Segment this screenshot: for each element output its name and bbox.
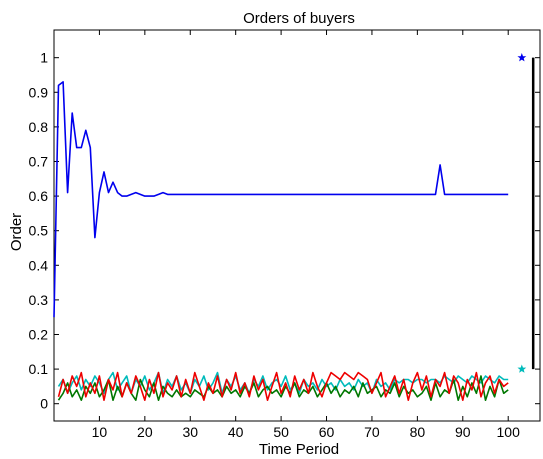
chart-title: Orders of buyers	[243, 10, 355, 27]
x-tick-label: 30	[182, 424, 198, 440]
x-tick-label: 70	[364, 424, 380, 440]
y-tick-label: 0.3	[29, 292, 49, 308]
y-axis-label: Order	[8, 213, 25, 251]
y-tick-label: 0.9	[29, 84, 49, 100]
star-marker	[519, 366, 526, 372]
x-tick-label: 10	[92, 424, 108, 440]
y-tick-label: 0.8	[29, 119, 49, 135]
x-tick-label: 80	[410, 424, 426, 440]
y-tick-label: 0.1	[29, 361, 49, 377]
plot-area: 10 20 30 40 50 60 70 80 90 100 0 0.1 0.2 0.3 0.4 0.5 0.6…	[29, 30, 540, 440]
y-tick-label: 0.7	[29, 153, 49, 169]
x-tick-label: 40	[228, 424, 244, 440]
x-axis-label: Time Period	[259, 441, 339, 458]
star-marker	[519, 54, 526, 60]
x-tick-label: 100	[497, 424, 521, 440]
x-tick-label: 20	[137, 424, 153, 440]
y-tick-label: 0.5	[29, 223, 49, 239]
x-tick-label: 60	[319, 424, 335, 440]
y-tick-label: 0	[40, 396, 48, 412]
plot-frame	[54, 30, 540, 421]
y-tick-label: 0.2	[29, 326, 49, 342]
y-tick-label: 0.6	[29, 188, 49, 204]
x-tick-label: 50	[273, 424, 289, 440]
x-tick-label: 90	[455, 424, 471, 440]
y-tick-label: 0.4	[29, 257, 49, 273]
series-line	[54, 82, 508, 317]
y-tick-label: 1	[40, 50, 48, 66]
